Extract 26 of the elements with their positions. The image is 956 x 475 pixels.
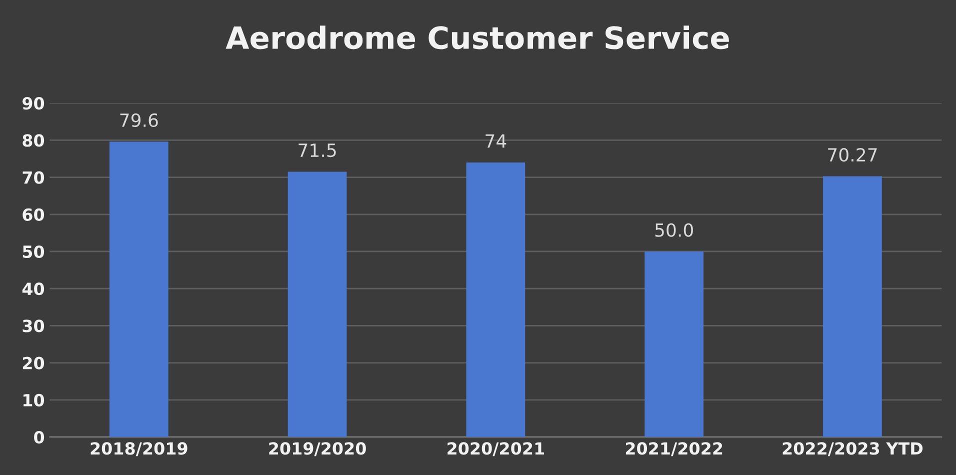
data-label: 79.6	[120, 113, 158, 128]
x-tick-label: 2018/2019	[90, 442, 188, 456]
chart-title: Aerodrome Customer Service	[226, 26, 729, 50]
x-tick-label: 2020/2021	[448, 442, 544, 456]
bar	[466, 162, 526, 437]
y-tick-label: 10	[24, 394, 44, 406]
bar	[644, 251, 704, 437]
x-tick-label: 2022/2023 YTD	[782, 442, 923, 456]
y-tick-label: 30	[22, 320, 44, 332]
y-tick-label: 80	[22, 134, 44, 147]
x-tick-label: 2019/2020	[269, 442, 366, 456]
data-label: 70.27	[828, 148, 877, 162]
y-tick-label: 20	[22, 356, 44, 370]
y-tick-label: 70	[22, 171, 44, 184]
y-tick-label: 40	[22, 282, 44, 296]
data-label: 74	[486, 134, 506, 148]
y-tick-label: 50	[22, 245, 44, 258]
bar	[109, 142, 168, 437]
bar	[823, 176, 882, 437]
y-tick-label: 0	[34, 430, 44, 444]
data-label: 71.5	[298, 144, 336, 158]
bar	[288, 172, 347, 437]
x-tick-label: 2021/2022	[626, 442, 722, 456]
y-tick-label: 90	[22, 97, 44, 110]
y-tick-label: 60	[22, 208, 44, 221]
data-label: 50.0	[655, 223, 693, 237]
